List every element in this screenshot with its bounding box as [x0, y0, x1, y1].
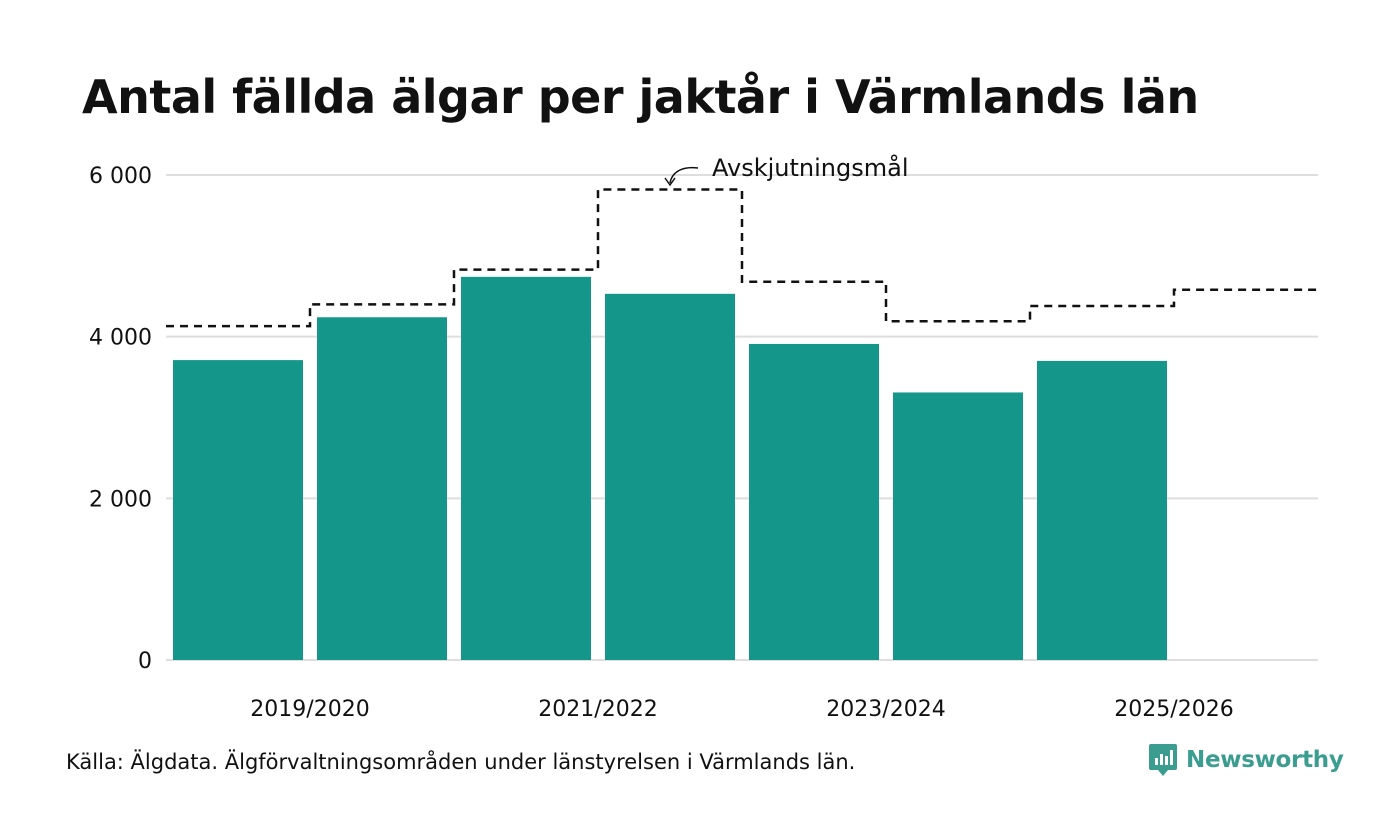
brand-name: Newsworthy: [1186, 747, 1344, 773]
bar-chart: 0 2 000 4 000 6 000 2019/2020 2021/2022 2023/…: [89, 153, 1318, 722]
bar: [1037, 360, 1167, 660]
bars: [173, 276, 1167, 660]
x-tick-label: 2023/2024: [826, 697, 945, 722]
annotation: Avskjutningsmål: [664, 153, 909, 187]
y-tick-label: 2 000: [89, 487, 152, 512]
brand: Newsworthy: [1148, 742, 1344, 778]
x-tick-label: 2025/2026: [1114, 697, 1233, 722]
x-axis: 2019/2020 2021/2022 2023/2024 2025/2026: [250, 697, 1233, 722]
bar: [893, 392, 1023, 660]
target-line: [166, 188, 1318, 328]
bar: [317, 317, 447, 660]
annotation-arrowhead: [664, 177, 676, 187]
y-tick-label: 0: [138, 649, 152, 674]
newsworthy-logo-icon: [1149, 744, 1177, 776]
x-tick-label: 2019/2020: [250, 697, 369, 722]
bar: [173, 360, 303, 660]
bar: [605, 293, 735, 660]
y-axis: 0 2 000 4 000 6 000: [89, 164, 152, 674]
annotation-arrow: [669, 166, 699, 184]
bar: [461, 276, 591, 660]
source-note: Källa: Älgdata. Älgförvaltningsområden u…: [66, 750, 856, 774]
target-step-line: [166, 188, 1318, 328]
bar: [749, 343, 879, 660]
annotation-label: Avskjutningsmål: [712, 153, 909, 182]
y-tick-label: 4 000: [89, 326, 152, 351]
y-tick-label: 6 000: [89, 164, 152, 189]
chart-title: Antal fällda älgar per jaktår i Värmland…: [82, 70, 1199, 124]
x-tick-label: 2021/2022: [538, 697, 657, 722]
